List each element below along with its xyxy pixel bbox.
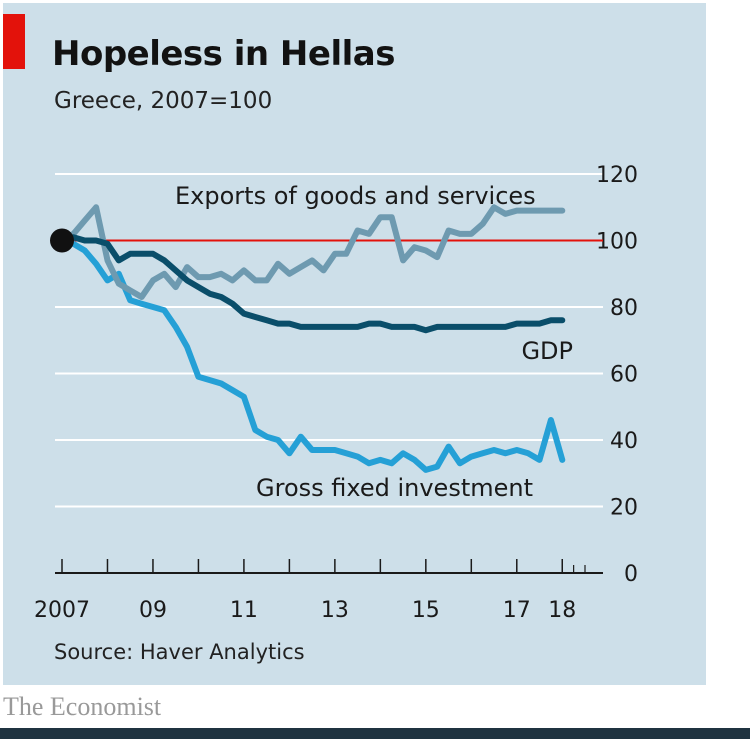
y-tick-label-40: 40	[610, 429, 638, 454]
x-axis: 2007 09 11 13 15 17 18	[34, 559, 603, 623]
base-point-marker	[50, 228, 74, 253]
gdp-label: GDP	[521, 337, 573, 365]
gdp-line	[59, 234, 566, 334]
exports-line	[59, 204, 566, 300]
y-tick-label-60: 60	[610, 363, 638, 388]
exports-label: Exports of goods and services	[175, 182, 536, 210]
y-tick-label-0: 0	[624, 562, 638, 587]
y-tick-label-120: 120	[596, 163, 638, 188]
series-lines	[50, 204, 603, 473]
y-tick-label-20: 20	[610, 496, 638, 521]
x-tick-label-18: 18	[548, 598, 576, 623]
publisher-logo: The Economist	[3, 692, 162, 721]
x-tick-label-15: 15	[412, 598, 440, 623]
x-tick-label-17: 17	[503, 598, 531, 623]
investment-label: Gross fixed investment	[256, 474, 533, 502]
x-tick-label-13: 13	[321, 598, 349, 623]
source-note: Source: Haver Analytics	[54, 640, 305, 664]
x-tick-label-2007: 2007	[34, 598, 90, 623]
investment-line	[59, 237, 566, 473]
chart-background	[3, 3, 706, 685]
y-axis: 0 20 40 60 80 100 120	[596, 163, 638, 587]
y-tick-label-80: 80	[610, 296, 638, 321]
x-tick-label-11: 11	[230, 598, 258, 623]
chart-title: Hopeless in Hellas	[52, 34, 395, 74]
series-labels: Exports of goods and services GDP Gross fi…	[175, 182, 573, 502]
y-tick-label-100: 100	[596, 230, 638, 255]
x-tick-label-09: 09	[139, 598, 167, 623]
chart-subtitle: Greece, 2007=100	[54, 88, 273, 114]
brand-red-tag	[3, 14, 25, 69]
